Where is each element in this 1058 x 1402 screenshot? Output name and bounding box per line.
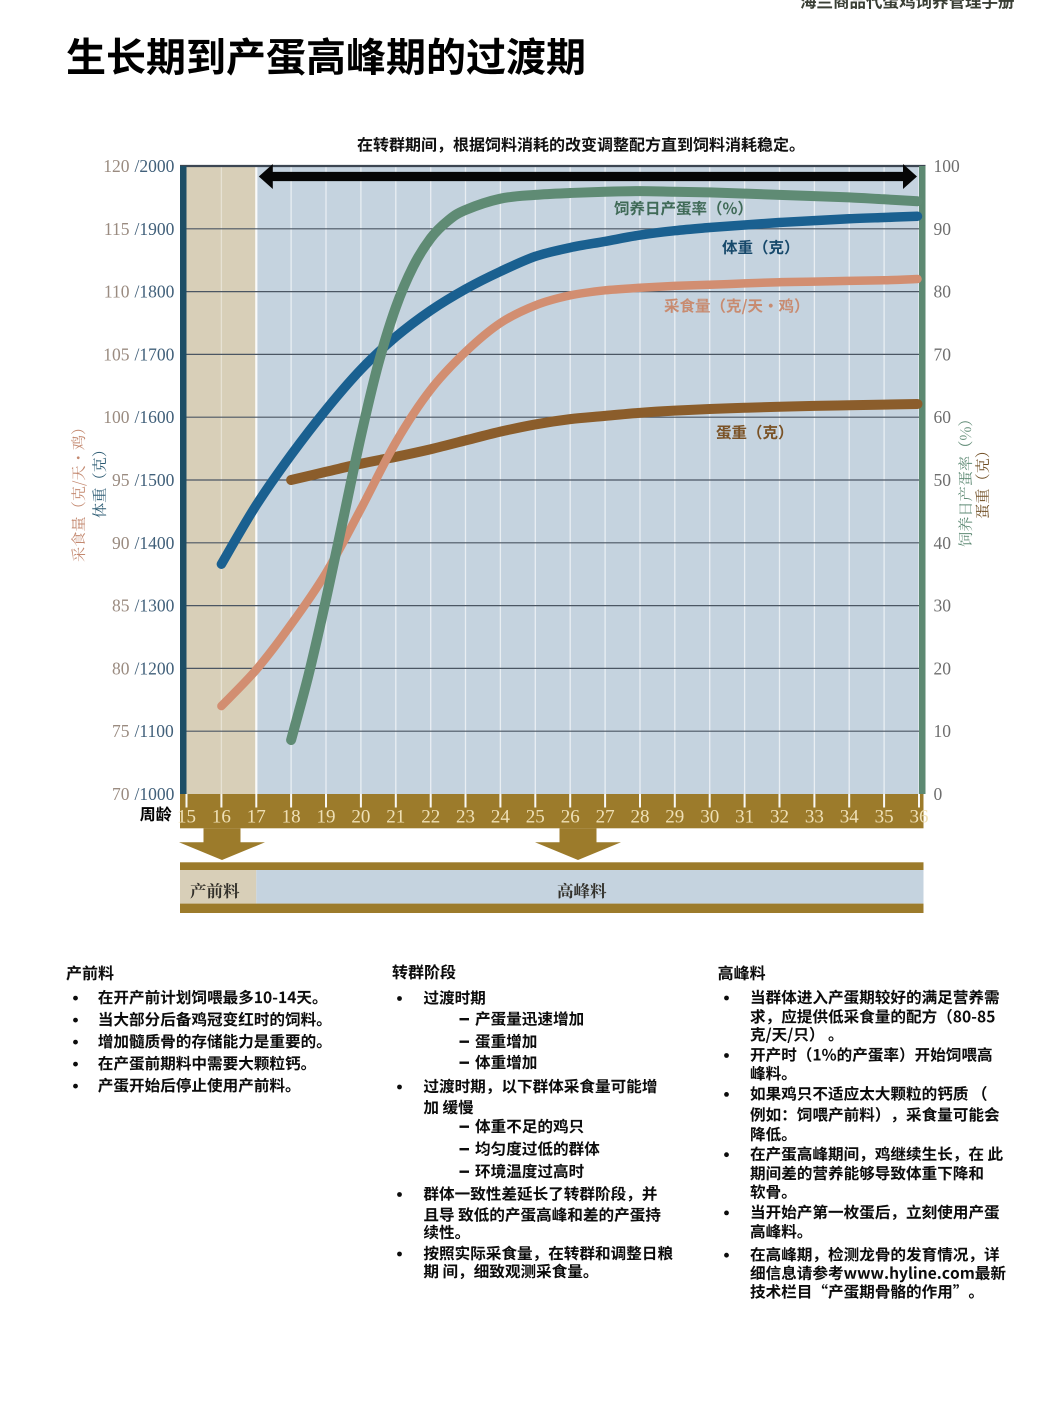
svg-text:85: 85 — [112, 596, 130, 616]
svg-text:16: 16 — [212, 807, 231, 828]
svg-text:10: 10 — [934, 721, 952, 741]
svg-text:32: 32 — [770, 807, 789, 828]
svg-text:90: 90 — [112, 533, 130, 553]
svg-text:28: 28 — [631, 807, 650, 828]
svg-text:19: 19 — [317, 807, 336, 828]
svg-text:90: 90 — [934, 219, 952, 239]
svg-text:34: 34 — [840, 807, 860, 828]
svg-text:75: 75 — [112, 721, 130, 741]
svg-text:115: 115 — [104, 219, 130, 239]
svg-text:/1200: /1200 — [135, 658, 175, 678]
svg-text:/1400: /1400 — [135, 533, 175, 553]
svg-text:100: 100 — [103, 407, 130, 427]
svg-text:22: 22 — [421, 807, 440, 828]
svg-text:35: 35 — [875, 807, 894, 828]
svg-text:30: 30 — [700, 807, 719, 828]
svg-text:17: 17 — [247, 807, 266, 828]
svg-text:31: 31 — [735, 807, 754, 828]
svg-text:70: 70 — [934, 344, 952, 364]
svg-text:80: 80 — [112, 658, 130, 678]
svg-text:20: 20 — [351, 807, 370, 828]
svg-text:/2000: /2000 — [135, 156, 175, 176]
svg-text:80: 80 — [934, 282, 952, 302]
svg-text:18: 18 — [282, 807, 301, 828]
svg-text:24: 24 — [491, 807, 511, 828]
svg-text:29: 29 — [665, 807, 684, 828]
svg-text:36: 36 — [910, 807, 929, 828]
svg-text:70: 70 — [112, 784, 130, 804]
svg-text:105: 105 — [103, 344, 130, 364]
svg-text:/1600: /1600 — [135, 407, 175, 427]
svg-text:26: 26 — [561, 807, 580, 828]
svg-text:95: 95 — [112, 470, 130, 490]
svg-text:30: 30 — [934, 596, 952, 616]
svg-text:15: 15 — [177, 807, 196, 828]
svg-text:27: 27 — [596, 807, 615, 828]
svg-text:/1700: /1700 — [135, 344, 175, 364]
svg-text:/1900: /1900 — [135, 219, 175, 239]
svg-text:/1800: /1800 — [135, 282, 175, 302]
svg-text:33: 33 — [805, 807, 824, 828]
svg-text:40: 40 — [934, 533, 952, 553]
svg-text:/1500: /1500 — [135, 470, 175, 490]
svg-text:/1300: /1300 — [135, 596, 175, 616]
svg-text:110: 110 — [104, 282, 130, 302]
svg-text:60: 60 — [934, 407, 952, 427]
svg-text:0: 0 — [934, 784, 943, 804]
svg-text:20: 20 — [934, 658, 952, 678]
svg-text:120: 120 — [103, 156, 130, 176]
svg-text:23: 23 — [456, 807, 475, 828]
svg-text:/1100: /1100 — [135, 721, 174, 741]
svg-text:100: 100 — [934, 156, 961, 176]
svg-text:50: 50 — [934, 470, 952, 490]
svg-text:/1000: /1000 — [135, 784, 175, 804]
svg-text:25: 25 — [526, 807, 545, 828]
svg-text:21: 21 — [386, 807, 405, 828]
